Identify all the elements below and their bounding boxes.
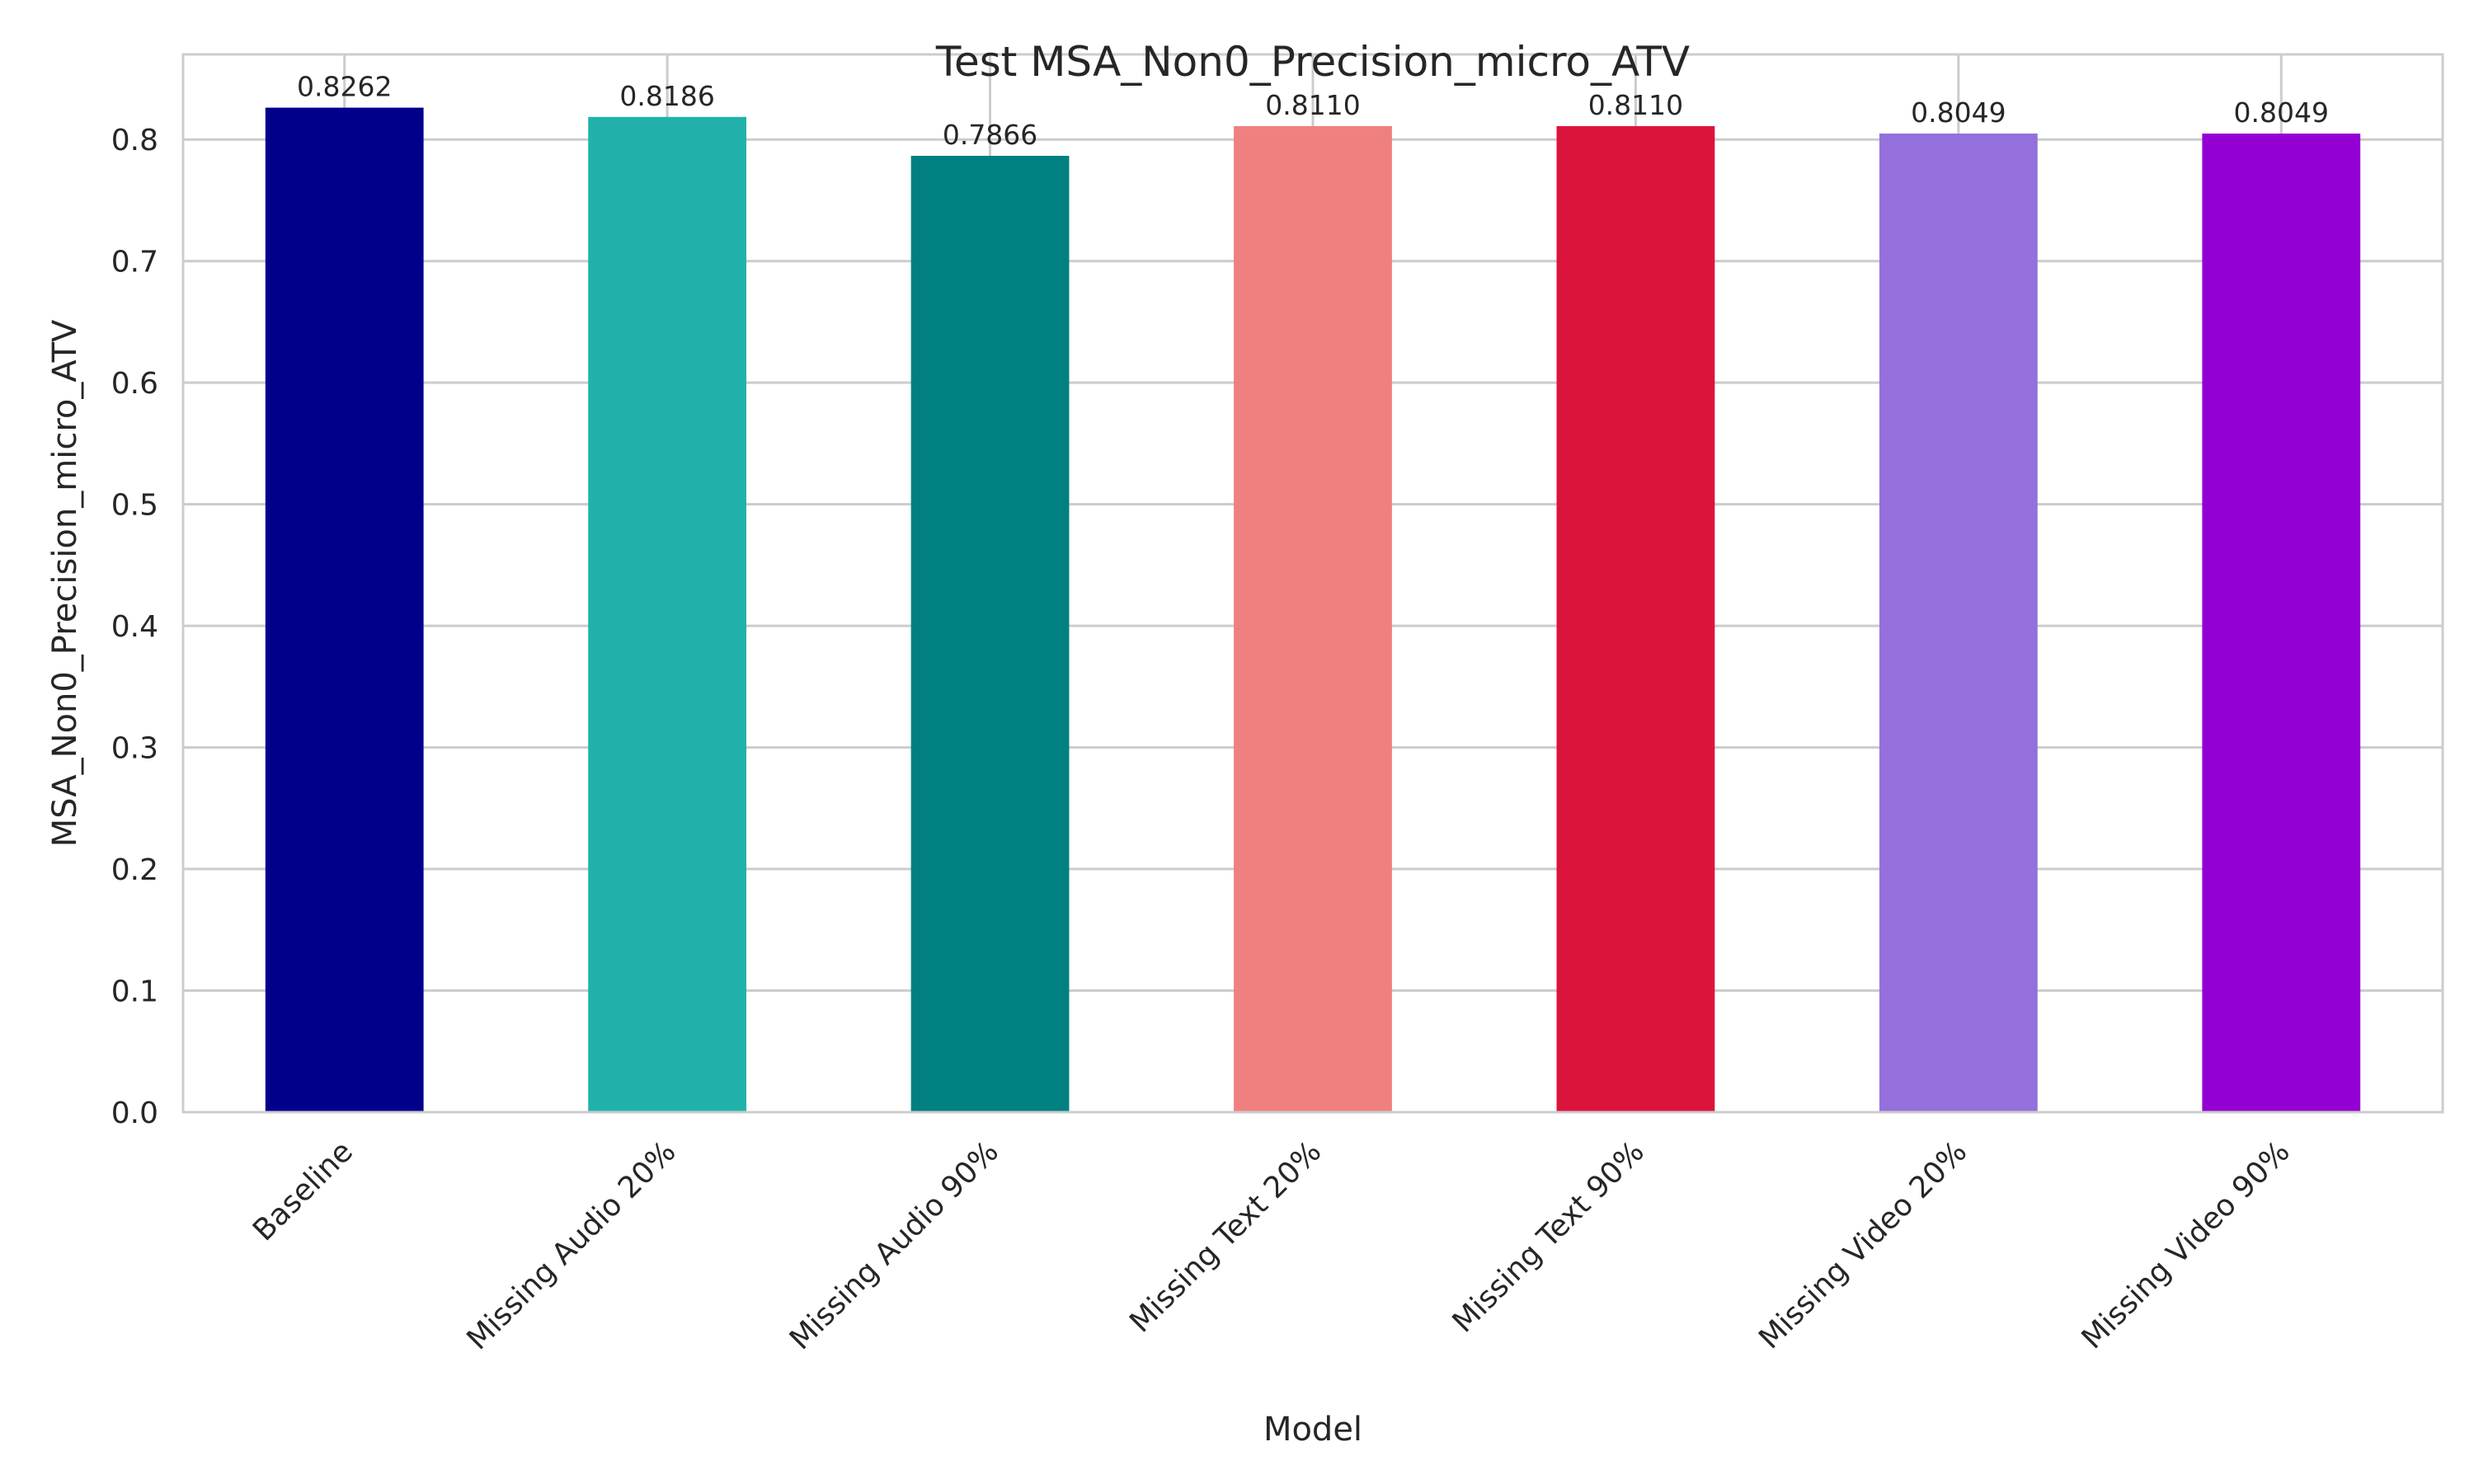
x-tick-labels: Baseline Missing Audio 20% Missing Audio 9… — [247, 1134, 2296, 1356]
bar-value-label: 0.8262 — [297, 71, 392, 103]
bar — [1879, 134, 2038, 1113]
bar-value-label: 0.8110 — [1588, 89, 1683, 121]
bar — [1556, 126, 1715, 1112]
bar-value-label: 0.8186 — [619, 80, 714, 112]
y-tick-label: 0.7 — [111, 246, 158, 279]
bar — [588, 116, 747, 1112]
bars — [265, 107, 2361, 1113]
x-tick-label: Missing Text 90% — [1446, 1134, 1651, 1339]
y-tick-label: 0.6 — [111, 367, 158, 401]
x-tick-label: Missing Text 20% — [1123, 1134, 1328, 1339]
chart-title: Test MSA_Non0_Precision_micro_ATV — [935, 38, 1690, 86]
x-tick-label: Missing Video 20% — [1752, 1134, 1973, 1355]
bar — [2202, 134, 2361, 1113]
data-labels: 0.8262 0.8186 0.7866 0.8110 0.8110 0.8049 0.80… — [297, 71, 2329, 151]
y-axis-label: MSA_Non0_Precision_micro_ATV — [46, 319, 84, 847]
y-tick-label: 0.0 — [111, 1097, 158, 1130]
x-axis-label: Model — [1263, 1411, 1362, 1449]
y-tick-labels: 0.0 0.1 0.2 0.3 0.4 0.5 0.6 0.7 0.8 — [111, 124, 158, 1130]
bar-value-label: 0.8049 — [2234, 96, 2329, 129]
x-tick-label: Missing Audio 90% — [783, 1134, 1005, 1356]
bar-value-label: 0.8049 — [1911, 96, 2006, 129]
x-tick-label: Missing Video 90% — [2076, 1134, 2297, 1355]
y-tick-label: 0.3 — [111, 732, 158, 766]
x-tick-label: Baseline — [247, 1134, 360, 1247]
bar — [265, 107, 424, 1112]
bar-value-label: 0.8110 — [1265, 89, 1360, 121]
bar — [1234, 126, 1392, 1112]
y-tick-label: 0.5 — [111, 489, 158, 523]
y-tick-label: 0.4 — [111, 610, 158, 644]
y-tick-label: 0.8 — [111, 124, 158, 157]
plot-frame — [181, 53, 2444, 1114]
bar — [910, 155, 1070, 1113]
bar-value-label: 0.7866 — [943, 119, 1037, 151]
x-tick-label: Missing Audio 20% — [460, 1134, 682, 1356]
y-tick-label: 0.2 — [111, 853, 158, 887]
y-tick-label: 0.1 — [111, 975, 158, 1009]
